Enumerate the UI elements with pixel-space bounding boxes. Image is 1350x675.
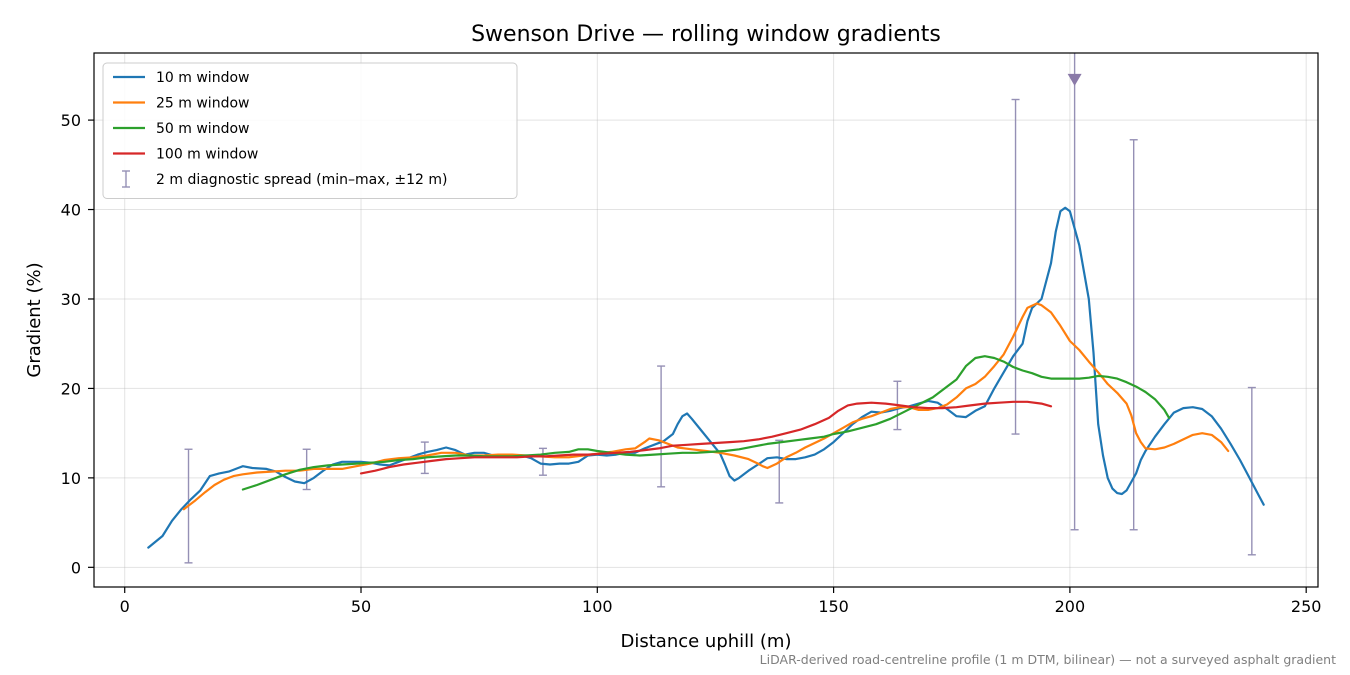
legend-label: 100 m window [156, 147, 258, 163]
legend-label: 50 m window [156, 121, 249, 137]
error-bar [1067, 53, 1082, 531]
legend-label: 25 m window [156, 96, 249, 112]
x-axis-label: Distance uphill (m) [621, 631, 792, 652]
x-tick-label: 250 [1291, 597, 1322, 616]
legend-label: 2 m diagnostic spread (min–max, ±12 m) [156, 172, 447, 188]
y-tick-label: 20 [61, 379, 81, 398]
legend-label: 10 m window [156, 70, 249, 86]
series-line [241, 355, 1171, 491]
error-bar [775, 439, 784, 504]
y-tick-label: 10 [61, 469, 81, 488]
error-bar [538, 447, 547, 476]
x-tick-label: 150 [818, 597, 849, 616]
y-tick-label: 0 [71, 558, 81, 577]
error-bar [1011, 98, 1020, 435]
y-axis-label: Gradient (%) [24, 262, 45, 377]
series-line [182, 302, 1230, 511]
series-line [359, 400, 1053, 475]
x-tick-label: 100 [582, 597, 613, 616]
legend: 10 m window 25 m window 50 m window 100 m w… [102, 62, 518, 199]
x-tick-label: 50 [351, 597, 371, 616]
plot-frame [93, 52, 1319, 588]
error-bar [1247, 386, 1256, 556]
series-lines [147, 206, 1265, 549]
series-line [147, 206, 1265, 549]
error-bar [1129, 139, 1138, 531]
y-tick-label: 30 [61, 290, 81, 309]
x-axis-ticks: 0 50 100 150 200 250 [120, 587, 1322, 616]
error-bar [657, 365, 666, 488]
footnote: LiDAR-derived road-centreline profile (1… [760, 652, 1336, 667]
x-tick-label: 200 [1055, 597, 1086, 616]
y-axis-ticks: 0 10 20 30 40 50 [61, 111, 94, 577]
y-tick-label: 40 [61, 201, 81, 220]
x-tick-label: 0 [120, 597, 130, 616]
clipped-marker [1067, 73, 1082, 86]
legend-box [102, 62, 518, 199]
chart-title: Swenson Drive — rolling window gradients [471, 22, 941, 47]
y-tick-label: 50 [61, 111, 81, 130]
